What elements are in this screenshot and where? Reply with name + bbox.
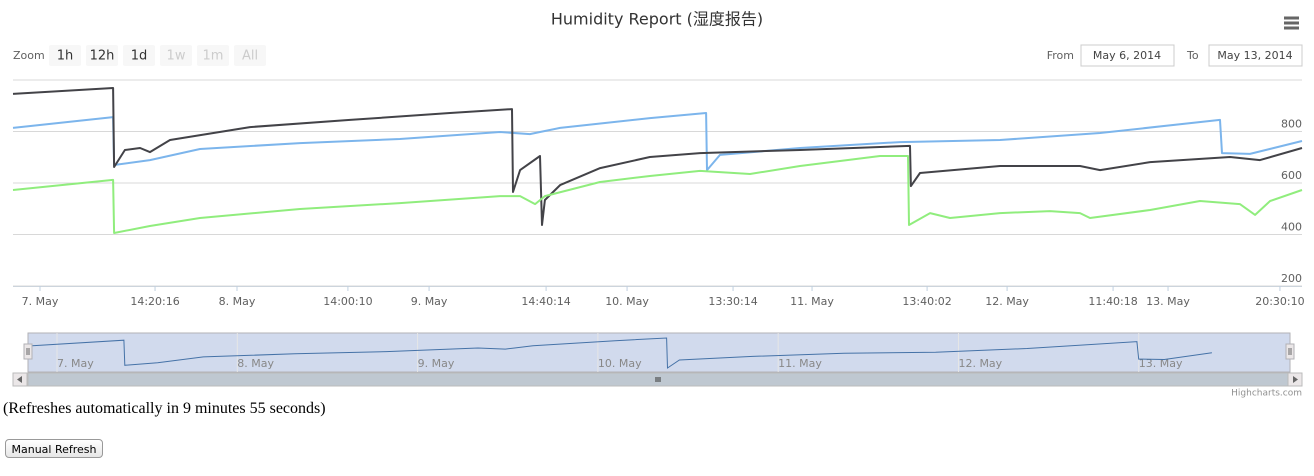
from-input[interactable] [1080, 44, 1175, 67]
navigator-tick-label: 12. May [958, 357, 1002, 370]
navigator-handle[interactable] [1285, 343, 1295, 360]
zoom-button [234, 45, 266, 66]
navigator-tick-label: 9. May [418, 357, 455, 370]
scrollbar-thumb[interactable] [27, 372, 1291, 387]
x-tick-label: 13:40:02 [902, 295, 951, 308]
series-line [12, 155, 1303, 234]
from-label: From [1047, 49, 1074, 62]
zoom-button[interactable] [49, 45, 81, 66]
scroll-grip [655, 377, 661, 382]
scroll-arrow [17, 376, 22, 383]
handle-grip [1288, 348, 1292, 355]
y-tick-label: 600 [1281, 169, 1302, 182]
y-tick-label: 800 [1281, 118, 1302, 131]
chart: Humidity Report (湿度报告) Zoom From May 6, … [12, 10, 1305, 399]
zoom-button [160, 45, 192, 66]
to-value[interactable]: May 13, 2014 [1217, 49, 1292, 62]
to-label: To [1186, 49, 1199, 62]
navigator-tick-label: 13. May [1139, 357, 1183, 370]
zoom-button-label: 1m [203, 49, 224, 64]
zoom-button-label[interactable]: 1h [57, 49, 74, 64]
navigator-tick-label: 10. May [598, 357, 642, 370]
credits[interactable]: Highcharts.com [1231, 389, 1302, 399]
series-line [12, 112, 1303, 172]
zoom-button-label: All [242, 49, 258, 64]
x-tick-label: 8. May [219, 295, 256, 308]
zoom-button[interactable] [123, 45, 155, 66]
zoom-button-label[interactable]: 12h [90, 49, 115, 64]
y-tick-label: 200 [1281, 272, 1302, 285]
series-line [12, 87, 1303, 226]
navigator-handle[interactable] [23, 343, 33, 360]
status-text: (Refreshes automatically in 9 minutes 55… [3, 400, 326, 417]
navigator-mask[interactable] [27, 332, 1291, 373]
from-value[interactable]: May 6, 2014 [1093, 49, 1161, 62]
x-tick-label: 14:40:14 [521, 295, 570, 308]
x-tick-label: 13. May [1146, 295, 1190, 308]
zoom-button-label[interactable]: 1d [131, 49, 148, 64]
x-tick-label: 9. May [411, 295, 448, 308]
x-tick-label: 13:30:14 [708, 295, 757, 308]
navigator-tick-label: 11. May [778, 357, 822, 370]
x-tick-label: 10. May [605, 295, 649, 308]
navigator-tick-label: 8. May [237, 357, 274, 370]
x-tick-label: 14:20:16 [130, 295, 179, 308]
x-tick-label: 20:30:10 [1255, 295, 1304, 308]
zoom-button[interactable] [86, 45, 118, 66]
x-tick-label: 11:40:18 [1088, 295, 1137, 308]
scroll-arrow [1293, 376, 1298, 383]
zoom-label: Zoom [13, 49, 45, 62]
refresh-button[interactable]: Manual Refresh [5, 439, 103, 458]
menu-icon[interactable] [1280, 12, 1302, 34]
zoom-button-label: 1w [167, 49, 186, 64]
x-tick-label: 14:00:10 [323, 295, 372, 308]
chart-title: Humidity Report (湿度报告) [551, 10, 763, 29]
zoom-button [197, 45, 229, 66]
to-input[interactable] [1208, 44, 1303, 67]
x-tick-label: 7. May [22, 295, 59, 308]
navigator-series [32, 337, 1212, 369]
x-tick-label: 12. May [985, 295, 1029, 308]
navigator-tick-label: 7. May [57, 357, 94, 370]
y-tick-label: 400 [1281, 221, 1302, 234]
handle-grip [26, 348, 30, 355]
x-tick-label: 11. May [790, 295, 834, 308]
